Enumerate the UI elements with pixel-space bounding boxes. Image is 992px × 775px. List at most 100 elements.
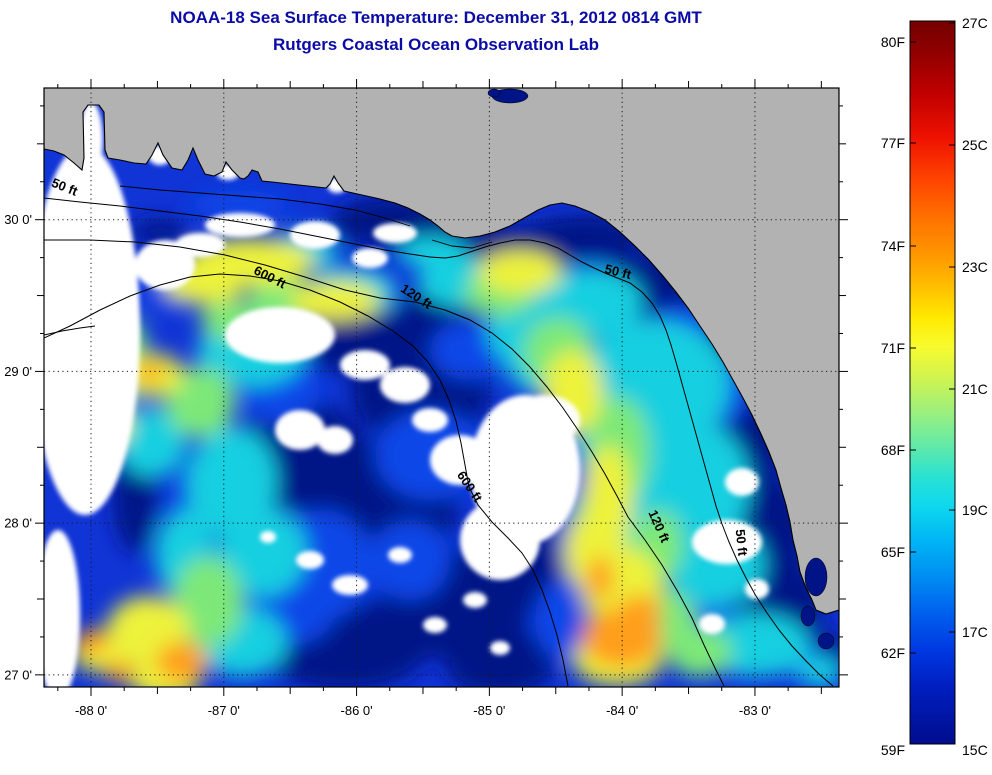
x-tick-label: -84 0' [606, 703, 638, 718]
cloud-patch [460, 500, 540, 580]
colorbar-gradient [909, 20, 956, 745]
cloud-patch [463, 592, 487, 608]
contour-label: 50 ft [733, 528, 751, 557]
sst-blob [370, 520, 450, 600]
barrier-islands-layer [44, 185, 493, 336]
depth-contour-120ft [44, 239, 725, 687]
sst-blob [135, 362, 165, 382]
sst-blob [535, 580, 585, 660]
y-tick-label: 28 0' [4, 516, 32, 531]
cloud-patch [725, 468, 759, 496]
sst-blob [156, 642, 208, 682]
temperature-colorbar: 80F 77F 74F 71F 68F 65F 62F 59F 27C 25C 23C 21C 19C 1… [881, 15, 988, 758]
sst-blob [173, 557, 243, 647]
sst-blob [397, 236, 467, 268]
x-tick-label: -87 0' [208, 703, 240, 718]
cloud-patch [296, 551, 324, 569]
sst-blob [668, 627, 732, 677]
colorbar-label-f: 65F [881, 544, 905, 560]
colorbar-label-c: 17C [962, 624, 988, 640]
cloud-patch [332, 575, 368, 595]
cloud-nodata-layer [44, 88, 791, 687]
cloud-patch [388, 547, 412, 563]
colorbar-label-c: 19C [962, 502, 988, 518]
cloud-patch [175, 233, 225, 257]
colorbar-label-c: 25C [962, 137, 988, 153]
colorbar-label-f: 62F [881, 645, 905, 661]
figure-subtitle: Rutgers Coastal Ocean Observation Lab [273, 35, 599, 54]
cloud-patch [260, 531, 276, 543]
figure-title: NOAA-18 Sea Surface Temperature: Decembe… [170, 8, 702, 27]
cloud-patch [205, 213, 275, 237]
coastline-detail [119, 185, 411, 227]
sst-blob [117, 407, 187, 477]
cloud-patch [44, 145, 140, 515]
sst-blob [478, 250, 562, 294]
sst-blob [445, 627, 555, 687]
sst-blob [217, 507, 307, 597]
colorbar-label-f: 80F [881, 34, 905, 50]
cloud-patch [340, 350, 390, 380]
coastline-detail [431, 239, 493, 249]
bays-and-lakes-layer [487, 88, 835, 650]
figure-title-block: NOAA-18 Sea Surface Temperature: Decembe… [0, 0, 872, 55]
inland-water [817, 632, 835, 650]
cloud-patch [510, 395, 580, 445]
cloud-patch [135, 240, 195, 290]
x-tick-label: -86 0' [341, 703, 373, 718]
colorbar-label-c: 15C [962, 742, 988, 758]
cloud-patch [44, 530, 80, 687]
sst-blob [798, 657, 839, 687]
cloud-patch [70, 287, 120, 323]
cloud-patch [225, 307, 335, 363]
colorbar-label-f: 74F [881, 238, 905, 254]
colorbar-label-f: 68F [881, 442, 905, 458]
colorbar-label-f: 71F [881, 340, 905, 356]
sst-blob [165, 367, 235, 437]
depth-contour-600ft [44, 273, 569, 687]
plot-border [43, 87, 840, 688]
cloud-patch [412, 408, 448, 432]
inland-water [804, 557, 828, 597]
cloud-patch [79, 102, 103, 178]
cloud-patch [275, 410, 325, 450]
cloud-patch [699, 614, 725, 634]
sst-blob [587, 556, 613, 600]
sst-blob [105, 662, 135, 682]
y-tick-label: 29 0' [4, 364, 32, 379]
depth-contour-50ft [44, 197, 834, 687]
cloud-patch [380, 367, 430, 403]
cloud-patch [692, 520, 762, 564]
x-tick-label: -85 0' [473, 703, 505, 718]
cloud-patch [430, 435, 490, 485]
land-polygon [44, 88, 839, 615]
cloud-patch [490, 641, 510, 655]
cloud-patch [317, 426, 353, 454]
cloud-patch [423, 617, 447, 633]
cloud-patch [290, 221, 340, 249]
cloud-patch [373, 223, 417, 243]
inland-water [487, 88, 501, 98]
y-tick-label: 30 0' [4, 212, 32, 227]
x-tick-label: -83 0' [739, 703, 771, 718]
coastline-detail [44, 325, 96, 336]
contour-label: 50 ft [603, 261, 633, 282]
sst-blob [618, 595, 662, 629]
axes-layer: -88 0' -87 0' -86 0' -85 0' -84 0' -83 0' 30 0… [4, 79, 848, 718]
cloud-patch [745, 579, 769, 599]
latlon-gridlines [44, 88, 839, 687]
colorbar-label-c: 27C [962, 15, 988, 31]
inland-water [800, 605, 816, 627]
cloud-patch [352, 248, 388, 268]
x-tick-label: -88 0' [75, 703, 107, 718]
sst-blob [132, 219, 188, 245]
colorbar-label-c: 23C [962, 259, 988, 275]
y-tick-label: 27 0' [4, 667, 32, 682]
sst-blob [76, 629, 108, 655]
colorbar-label-f: 77F [881, 135, 905, 151]
colorbar-label-c: 21C [962, 381, 988, 397]
depth-contours-layer [44, 197, 834, 687]
